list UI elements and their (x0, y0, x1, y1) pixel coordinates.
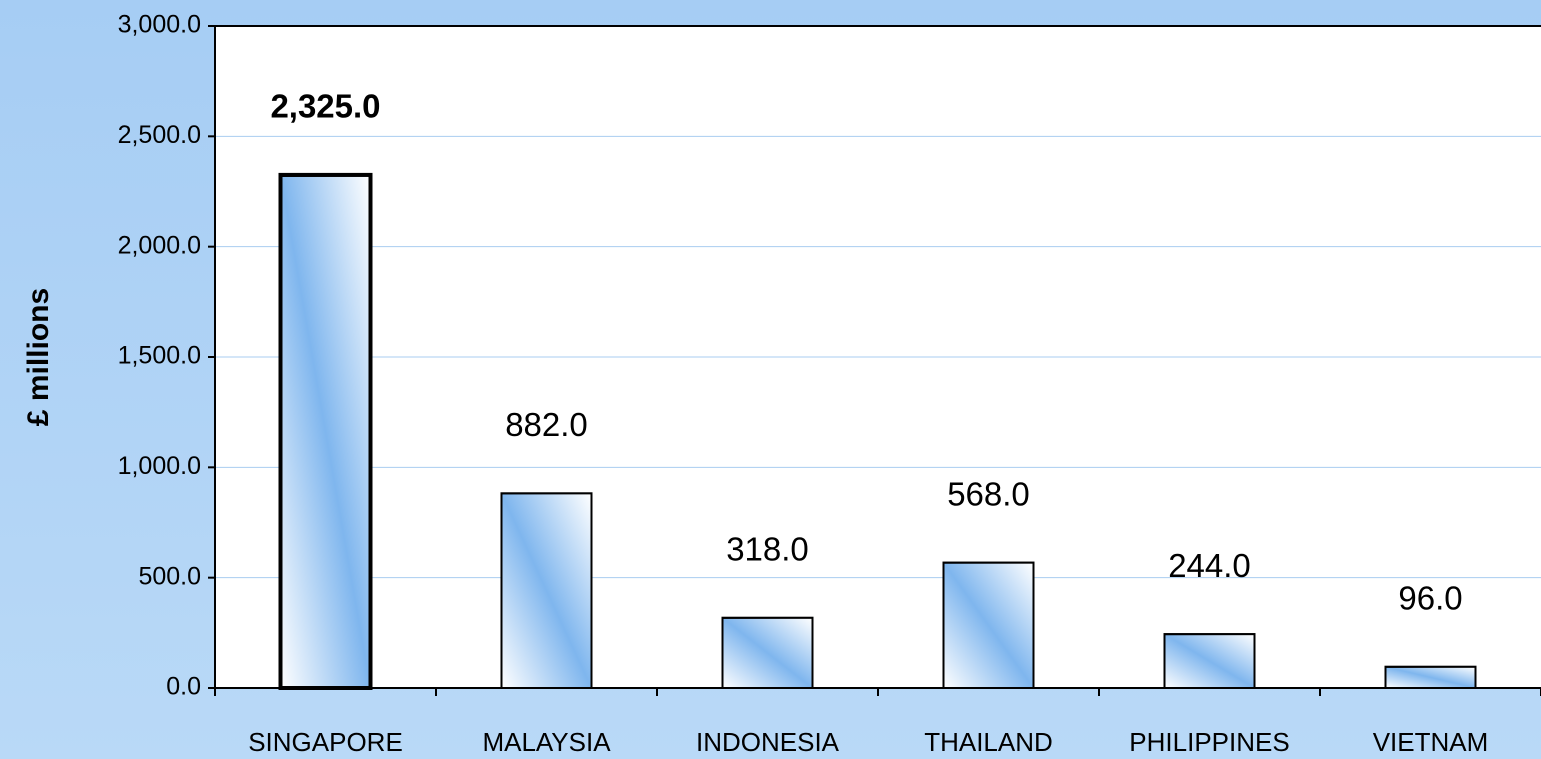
y-tick-label: 2,000.0 (118, 231, 201, 259)
bar-sheen (278, 172, 373, 690)
value-label: 882.0 (505, 406, 588, 443)
value-label: 2,325.0 (270, 88, 380, 125)
x-tick-label: VIETNAM (1373, 727, 1489, 757)
y-tick-label: 1,000.0 (118, 452, 201, 480)
bar-sheen (942, 561, 1035, 689)
y-axis-title: £ millions (22, 288, 55, 426)
x-tick-label: INDONESIA (696, 727, 840, 757)
bar-sheen (721, 616, 814, 689)
value-label: 318.0 (726, 531, 809, 568)
y-tick-label: 0.0 (166, 673, 201, 701)
x-tick-label: PHILIPPINES (1129, 727, 1289, 757)
x-tick-label: MALAYSIA (482, 727, 611, 757)
x-tick-label: THAILAND (924, 727, 1053, 757)
value-label: 244.0 (1168, 547, 1251, 584)
value-label: 568.0 (947, 475, 1030, 512)
value-label: 96.0 (1398, 580, 1462, 617)
y-tick-label: 1,500.0 (118, 342, 201, 370)
bar-sheen (500, 492, 593, 690)
bar-sheen (1163, 633, 1256, 690)
bar-sheen (1384, 665, 1477, 689)
y-tick-label: 3,000.0 (118, 11, 201, 39)
x-tick-label: SINGAPORE (248, 727, 403, 757)
y-tick-label: 500.0 (138, 562, 201, 590)
y-tick-label: 2,500.0 (118, 121, 201, 149)
